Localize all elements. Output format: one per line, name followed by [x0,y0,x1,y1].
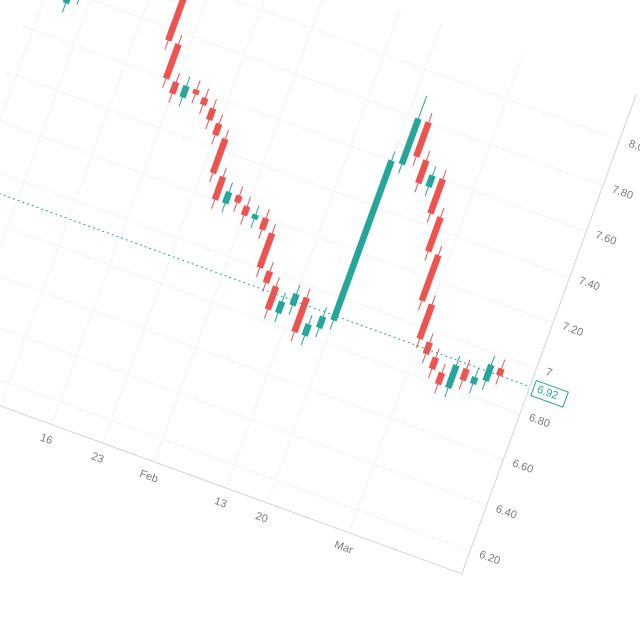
candle-body [199,96,209,106]
grid-line [0,0,125,388]
candle-body [301,323,312,337]
candle-body [205,107,217,122]
grid-line [0,253,504,461]
grid-line [225,8,401,489]
candle-body [258,217,270,231]
grid-line [0,162,537,369]
candle-body [251,213,259,221]
candle-body [496,367,505,377]
grid-line [0,117,554,324]
y-tick-label: 6.80 [527,412,551,431]
last-price-line [0,180,531,388]
candle-body [422,341,433,356]
candle-body [415,159,430,185]
candle-body [169,81,180,95]
candle-body [222,190,233,205]
x-tick-label: 16 [38,432,54,447]
candle-body [427,178,446,215]
candle-body [211,175,227,201]
candle-body [274,300,286,315]
candle-body [233,194,243,204]
y-tick-label: 7.20 [560,320,584,339]
candle-body [240,205,251,217]
x-tick-label: 23 [90,450,106,465]
y-tick-label: 6.60 [511,457,535,476]
y-tick-label: 8.00 [627,138,640,157]
candle-body [398,117,422,166]
candle-body [425,174,436,189]
candle-body [469,376,479,386]
candle-body [165,0,188,42]
y-tick-label: 7.80 [610,184,634,203]
plot-area: 6.206.406.606.8077.207.407.607.808.00282… [0,0,640,575]
x-axis [0,368,462,575]
candle-body [459,367,470,382]
grid-line [55,0,620,141]
grid-line [0,299,487,506]
candle-body [418,254,442,302]
candle-body [315,315,327,330]
x-tick-label: 20 [254,510,270,525]
candle-body [62,0,73,5]
x-tick-label: Feb [138,468,160,486]
candle-body [262,270,274,284]
y-tick-label: 7 [544,366,554,379]
grid-line [348,53,524,533]
candle-body [445,363,460,390]
candle-body [179,84,190,99]
candle-body [482,363,495,382]
grid-line [51,0,227,425]
x-tick-label: Mar [333,539,355,557]
candle-body [192,88,200,96]
candle-body [264,285,280,311]
candle-body [209,137,229,175]
candle-body [212,122,223,137]
x-tick-label: 13 [213,495,229,510]
candle-body [289,292,300,307]
candle-body [291,296,310,334]
y-tick-label: 7.60 [594,229,618,248]
last-price-badge [530,379,569,408]
candle-body [425,216,444,253]
candle-body [416,303,436,340]
candle-body [413,121,432,158]
grid-line [0,0,176,407]
candle-wick [61,0,74,13]
y-tick-label: 7.40 [577,275,601,294]
grid-line [5,71,570,278]
y-tick-label: 6.40 [494,503,518,522]
grid-line [0,208,521,415]
y-axis [461,94,637,574]
grid-line [38,0,604,187]
grid-line [22,25,587,232]
candle-wick [76,0,89,5]
y-tick-label: 6.20 [477,549,501,568]
grid-line [0,345,471,552]
candle-body [428,356,440,371]
candle-body [330,159,395,322]
candle-body [162,43,182,80]
candle-body [434,371,446,386]
grid-line [102,0,278,444]
candle-body [256,232,276,269]
